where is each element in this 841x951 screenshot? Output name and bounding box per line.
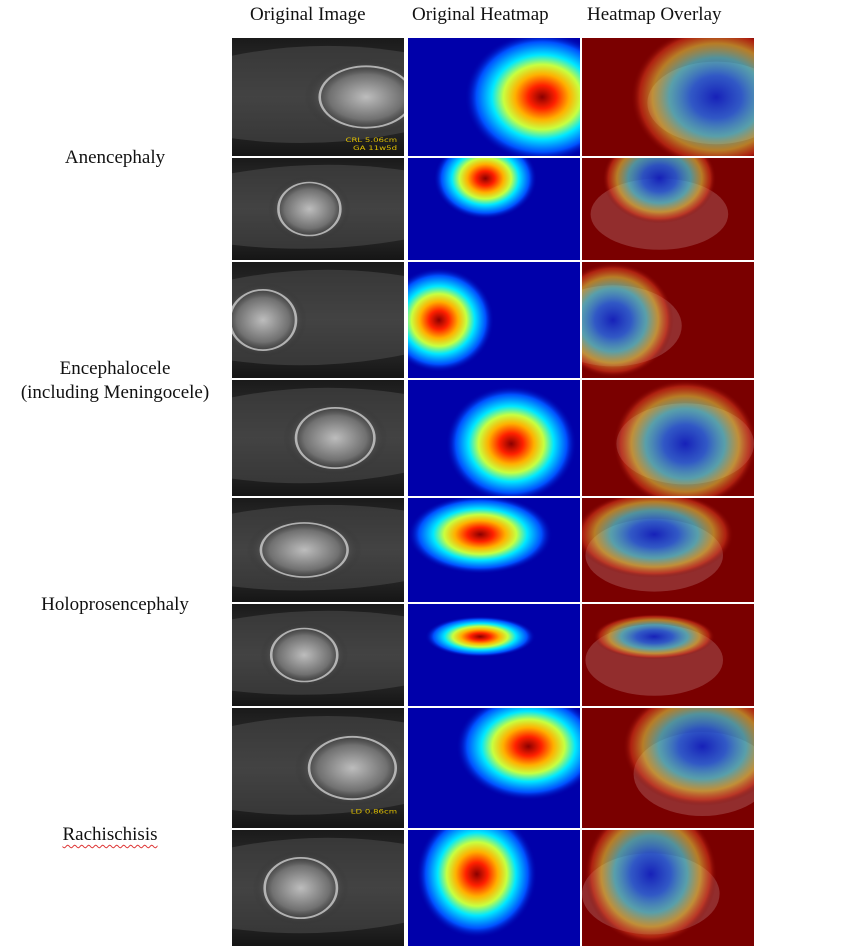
column-header-original-heatmap: Original Heatmap bbox=[412, 4, 549, 25]
tile-row4-heatmap-overlay bbox=[582, 380, 754, 496]
heatmap-overlay-graphic bbox=[582, 380, 754, 496]
original-heatmap-graphic bbox=[408, 380, 580, 496]
heatmap-overlay-graphic bbox=[582, 830, 754, 946]
tile-row3-original-image bbox=[232, 262, 404, 378]
original-heatmap-graphic bbox=[408, 604, 580, 706]
original-heatmap-graphic bbox=[408, 262, 580, 378]
heatmap-overlay-graphic bbox=[582, 498, 754, 602]
tile-row6-original-image bbox=[232, 604, 404, 706]
ultrasound-measurement-text: LD 0.86cm bbox=[351, 808, 397, 815]
tile-row2-original-image bbox=[232, 158, 404, 260]
ultrasound-measurement-text: CRL 5.06cm bbox=[345, 136, 397, 143]
ultrasound-measurement-text: GA 11w5d bbox=[353, 144, 397, 151]
tile-row2-original-heatmap bbox=[408, 158, 580, 260]
tile-row6-original-heatmap bbox=[408, 604, 580, 706]
tile-row7-original-image: LD 0.86cm bbox=[232, 708, 404, 828]
tile-row4-original-heatmap bbox=[408, 380, 580, 496]
tile-row3-original-heatmap bbox=[408, 262, 580, 378]
row-label-text: Encephalocele bbox=[59, 358, 171, 379]
original-image-graphic bbox=[232, 158, 404, 260]
tile-row7-original-heatmap bbox=[408, 708, 580, 828]
heatmap-overlay-graphic bbox=[582, 708, 754, 828]
row-label-holoprosencephaly: Holoprosencephaly bbox=[20, 593, 210, 617]
original-heatmap-graphic bbox=[408, 158, 580, 260]
tile-row7-heatmap-overlay bbox=[582, 708, 754, 828]
row-label-subtext: (including Meningocele) bbox=[20, 382, 210, 403]
tile-row5-heatmap-overlay bbox=[582, 498, 754, 602]
original-image-graphic bbox=[232, 498, 404, 602]
original-image-graphic bbox=[232, 604, 404, 706]
original-image-graphic bbox=[232, 262, 404, 378]
tile-row2-heatmap-overlay bbox=[582, 158, 754, 260]
tile-row1-heatmap-overlay bbox=[582, 38, 754, 156]
tile-row6-heatmap-overlay bbox=[582, 604, 754, 706]
row-label-anencephaly: Anencephaly bbox=[50, 146, 180, 170]
tile-row4-original-image bbox=[232, 380, 404, 496]
original-image-graphic bbox=[232, 830, 404, 946]
heatmap-overlay-graphic bbox=[582, 604, 754, 706]
row-label-text: Anencephaly bbox=[64, 147, 166, 168]
tile-row8-original-image bbox=[232, 830, 404, 946]
original-image-graphic: LD 0.86cm bbox=[232, 708, 404, 828]
original-heatmap-graphic bbox=[408, 498, 580, 602]
column-header-heatmap-overlay: Heatmap Overlay bbox=[587, 4, 722, 25]
heatmap-overlay-graphic bbox=[582, 38, 754, 156]
tile-row5-original-heatmap bbox=[408, 498, 580, 602]
row-label-encephalocele: Encephalocele (including Meningocele) bbox=[0, 357, 230, 405]
row-label-rachischisis: Rachischisis bbox=[50, 823, 170, 847]
column-header-original-image: Original Image bbox=[250, 4, 366, 25]
tile-row8-original-heatmap bbox=[408, 830, 580, 946]
heatmap-overlay-graphic bbox=[582, 158, 754, 260]
tile-row3-heatmap-overlay bbox=[582, 262, 754, 378]
original-image-graphic bbox=[232, 380, 404, 496]
row-label-text: Holoprosencephaly bbox=[41, 594, 189, 615]
heatmap-overlay-graphic bbox=[582, 262, 754, 378]
tile-row5-original-image bbox=[232, 498, 404, 602]
tile-row8-heatmap-overlay bbox=[582, 830, 754, 946]
row-label-text: Rachischisis bbox=[62, 824, 158, 845]
original-heatmap-graphic bbox=[408, 38, 580, 156]
original-heatmap-graphic bbox=[408, 830, 580, 946]
tile-row1-original-heatmap bbox=[408, 38, 580, 156]
tile-row1-original-image: CRL 5.06cm GA 11w5d bbox=[232, 38, 404, 156]
original-heatmap-graphic bbox=[408, 708, 580, 828]
